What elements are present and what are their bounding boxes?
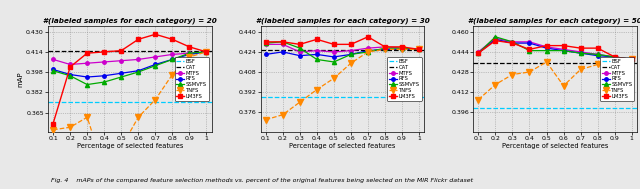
Title: #(labeled samples for each category) = 30: #(labeled samples for each category) = 3… — [255, 18, 429, 24]
Legend: BSF, CAT, MTFS, RFS, SSMVFS, TNFS, LM3FS: BSF, CAT, MTFS, RFS, SSMVFS, TNFS, LM3FS — [387, 57, 422, 101]
X-axis label: Percentage of selected features: Percentage of selected features — [77, 143, 183, 149]
X-axis label: Percentage of selected features: Percentage of selected features — [502, 143, 608, 149]
Title: #(labeled samples for each category) = 20: #(labeled samples for each category) = 2… — [43, 18, 217, 24]
Y-axis label: mAP: mAP — [17, 71, 23, 87]
Legend: BSF, CAT, MTFS, RFS, SSMVFS, TNFS, LM3FS: BSF, CAT, MTFS, RFS, SSMVFS, TNFS, LM3FS — [600, 57, 634, 101]
X-axis label: Percentage of selected features: Percentage of selected features — [289, 143, 396, 149]
Text: Fig. 4    mAPs of the compared feature selection methods vs. percent of the orig: Fig. 4 mAPs of the compared feature sele… — [51, 178, 474, 183]
Title: #(labeled samples for each category) = 50: #(labeled samples for each category) = 5… — [468, 18, 640, 24]
Legend: BSF, CAT, MTFS, RFS, SSMVFS, TNFS, LM3FS: BSF, CAT, MTFS, RFS, SSMVFS, TNFS, LM3FS — [175, 57, 209, 101]
